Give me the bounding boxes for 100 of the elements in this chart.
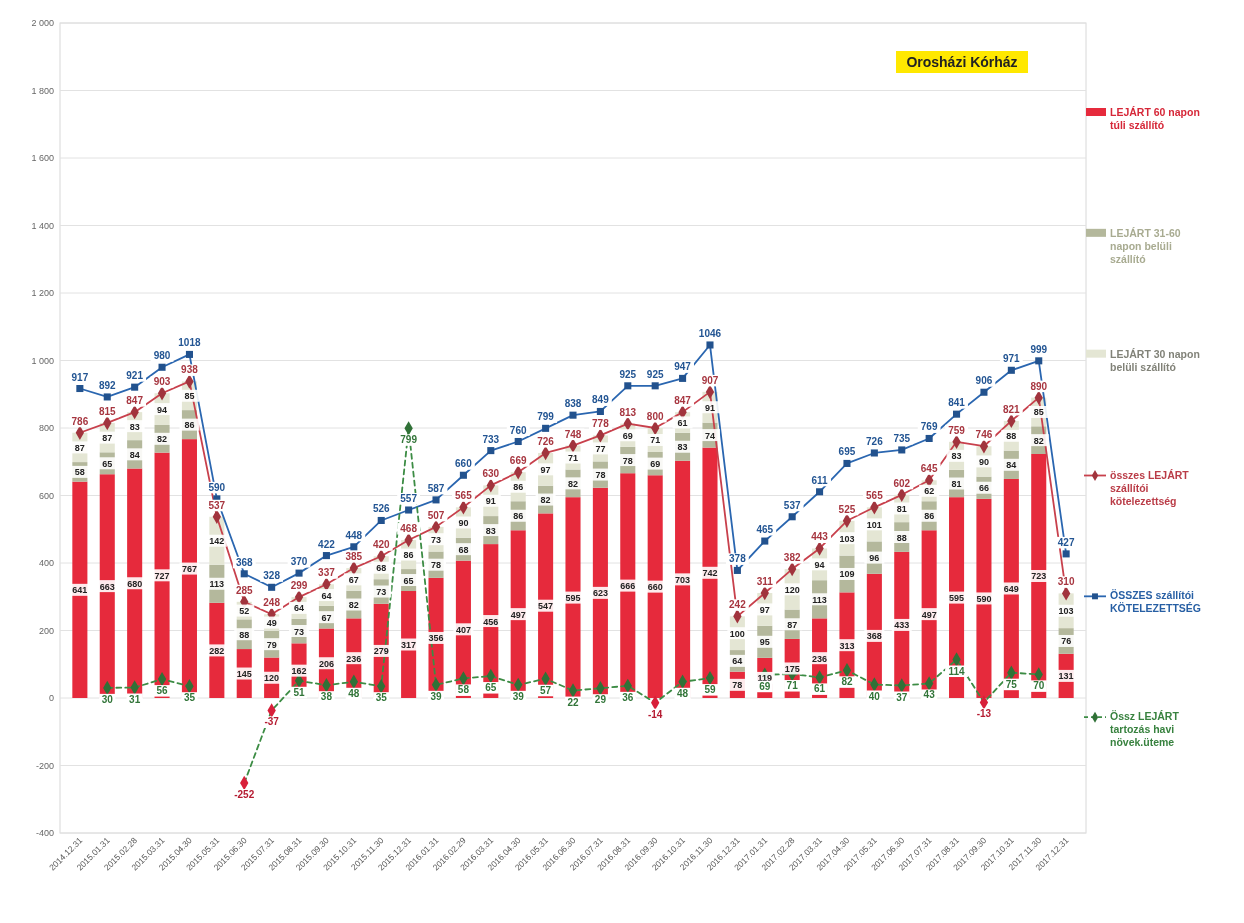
- data-label: 75: [1005, 678, 1018, 690]
- y-tick-label: 600: [38, 490, 54, 501]
- data-label: 980: [153, 350, 171, 362]
- data-label: 82: [1033, 435, 1044, 446]
- legend-label: LEJÁRT 60 napon túli szállító: [1110, 106, 1200, 131]
- data-label: 847: [674, 395, 692, 407]
- data-label: 77: [595, 443, 606, 454]
- data-label: 456: [483, 616, 499, 627]
- data-label: 1018: [178, 337, 202, 349]
- data-label: 35: [375, 692, 388, 704]
- data-label: 537: [208, 499, 226, 511]
- data-label: 113: [812, 594, 827, 605]
- data-label: 69: [622, 430, 633, 441]
- y-tick-label: 1 200: [31, 288, 54, 298]
- data-label: 723: [1031, 571, 1047, 582]
- data-label: 925: [646, 368, 664, 380]
- data-label: 378: [729, 553, 747, 565]
- data-label: 73: [376, 587, 387, 598]
- legend-label: Össz LEJÁRT tartozás havi növek.üteme: [1110, 710, 1180, 749]
- data-label: 162: [291, 666, 307, 677]
- data-label: 113: [209, 579, 225, 590]
- data-label: 815: [98, 405, 117, 417]
- data-label: -13: [976, 708, 992, 720]
- y-tick-label: 400: [38, 558, 54, 568]
- data-label: 56: [156, 685, 169, 697]
- data-label: 81: [951, 479, 962, 490]
- data-label: 497: [921, 609, 937, 620]
- data-label: 448: [345, 529, 363, 541]
- data-label: 58: [74, 467, 85, 478]
- data-label: 611: [811, 474, 829, 486]
- data-label: 82: [567, 478, 579, 489]
- data-label: 525: [838, 503, 856, 515]
- data-label: 892: [98, 379, 117, 391]
- data-label: 841: [948, 397, 966, 409]
- data-label: 73: [294, 626, 305, 637]
- data-label: 85: [184, 391, 195, 402]
- data-label: 385: [345, 551, 363, 563]
- data-label: 313: [839, 640, 855, 651]
- data-label: 101: [866, 519, 882, 530]
- legend-label: összes LEJÁRT szállítói kötelezettség: [1110, 468, 1190, 507]
- data-label: 799: [400, 434, 418, 446]
- y-tick-label: -200: [35, 760, 54, 771]
- data-label: 906: [975, 375, 993, 387]
- data-label: 778: [592, 418, 610, 430]
- data-label: 507: [427, 509, 445, 521]
- y-tick-label: 800: [38, 423, 54, 433]
- data-label: 91: [485, 496, 496, 507]
- data-label: 86: [403, 550, 414, 561]
- data-label: 78: [595, 470, 606, 481]
- data-label: 328: [263, 570, 281, 582]
- y-tick-label: 200: [38, 625, 54, 636]
- data-label: 565: [455, 490, 473, 502]
- data-label: 660: [455, 458, 473, 470]
- data-label: 38: [320, 691, 333, 703]
- legend-label: LEJÁRT 31-60 napon belüli szállító: [1110, 226, 1181, 265]
- data-label: 94: [157, 404, 168, 415]
- data-label: 236: [812, 653, 828, 664]
- data-label: 83: [951, 451, 962, 462]
- data-label: 337: [318, 567, 336, 579]
- data-label: 663: [99, 581, 115, 592]
- data-label: 39: [430, 690, 443, 702]
- data-label: 82: [841, 676, 853, 688]
- data-label: 767: [181, 564, 197, 575]
- data-label: 695: [838, 446, 856, 458]
- data-label: 623: [592, 588, 608, 599]
- data-label: 22: [567, 696, 579, 708]
- data-label: 71: [786, 680, 799, 692]
- data-label: 800: [646, 411, 664, 422]
- data-label: 248: [263, 597, 281, 609]
- data-label: 86: [513, 511, 524, 522]
- data-label: 88: [1006, 431, 1017, 442]
- legend-label: LEJÁRT 30 napon belüli szállító: [1110, 347, 1200, 373]
- data-label: 114: [948, 665, 966, 677]
- data-label: 838: [564, 398, 582, 410]
- data-label: 64: [294, 603, 305, 614]
- data-label: 87: [102, 433, 113, 444]
- y-tick-label: 0: [48, 693, 54, 703]
- data-label: 660: [647, 582, 663, 593]
- data-label: 1046: [698, 327, 722, 339]
- data-label: 971: [1003, 353, 1021, 365]
- data-label: 59: [704, 684, 716, 696]
- data-label: 925: [619, 368, 637, 380]
- data-label: 847: [126, 395, 144, 407]
- data-label: 317: [401, 640, 417, 651]
- data-label: 65: [485, 682, 497, 694]
- data-label: 62: [924, 486, 935, 497]
- data-label: 82: [348, 600, 359, 611]
- data-label: 79: [266, 639, 277, 650]
- data-label: 73: [431, 534, 442, 545]
- data-label: 526: [372, 503, 390, 515]
- data-label: 590: [976, 593, 992, 604]
- data-label: 86: [184, 420, 195, 431]
- data-label: 727: [154, 570, 170, 581]
- data-label: 84: [129, 449, 140, 460]
- data-label: 78: [622, 455, 633, 466]
- y-tick-label: 1 600: [31, 153, 54, 163]
- data-label: 595: [949, 593, 965, 604]
- data-label: 40: [868, 690, 881, 702]
- data-label: 30: [101, 693, 114, 705]
- data-label: 58: [457, 684, 470, 696]
